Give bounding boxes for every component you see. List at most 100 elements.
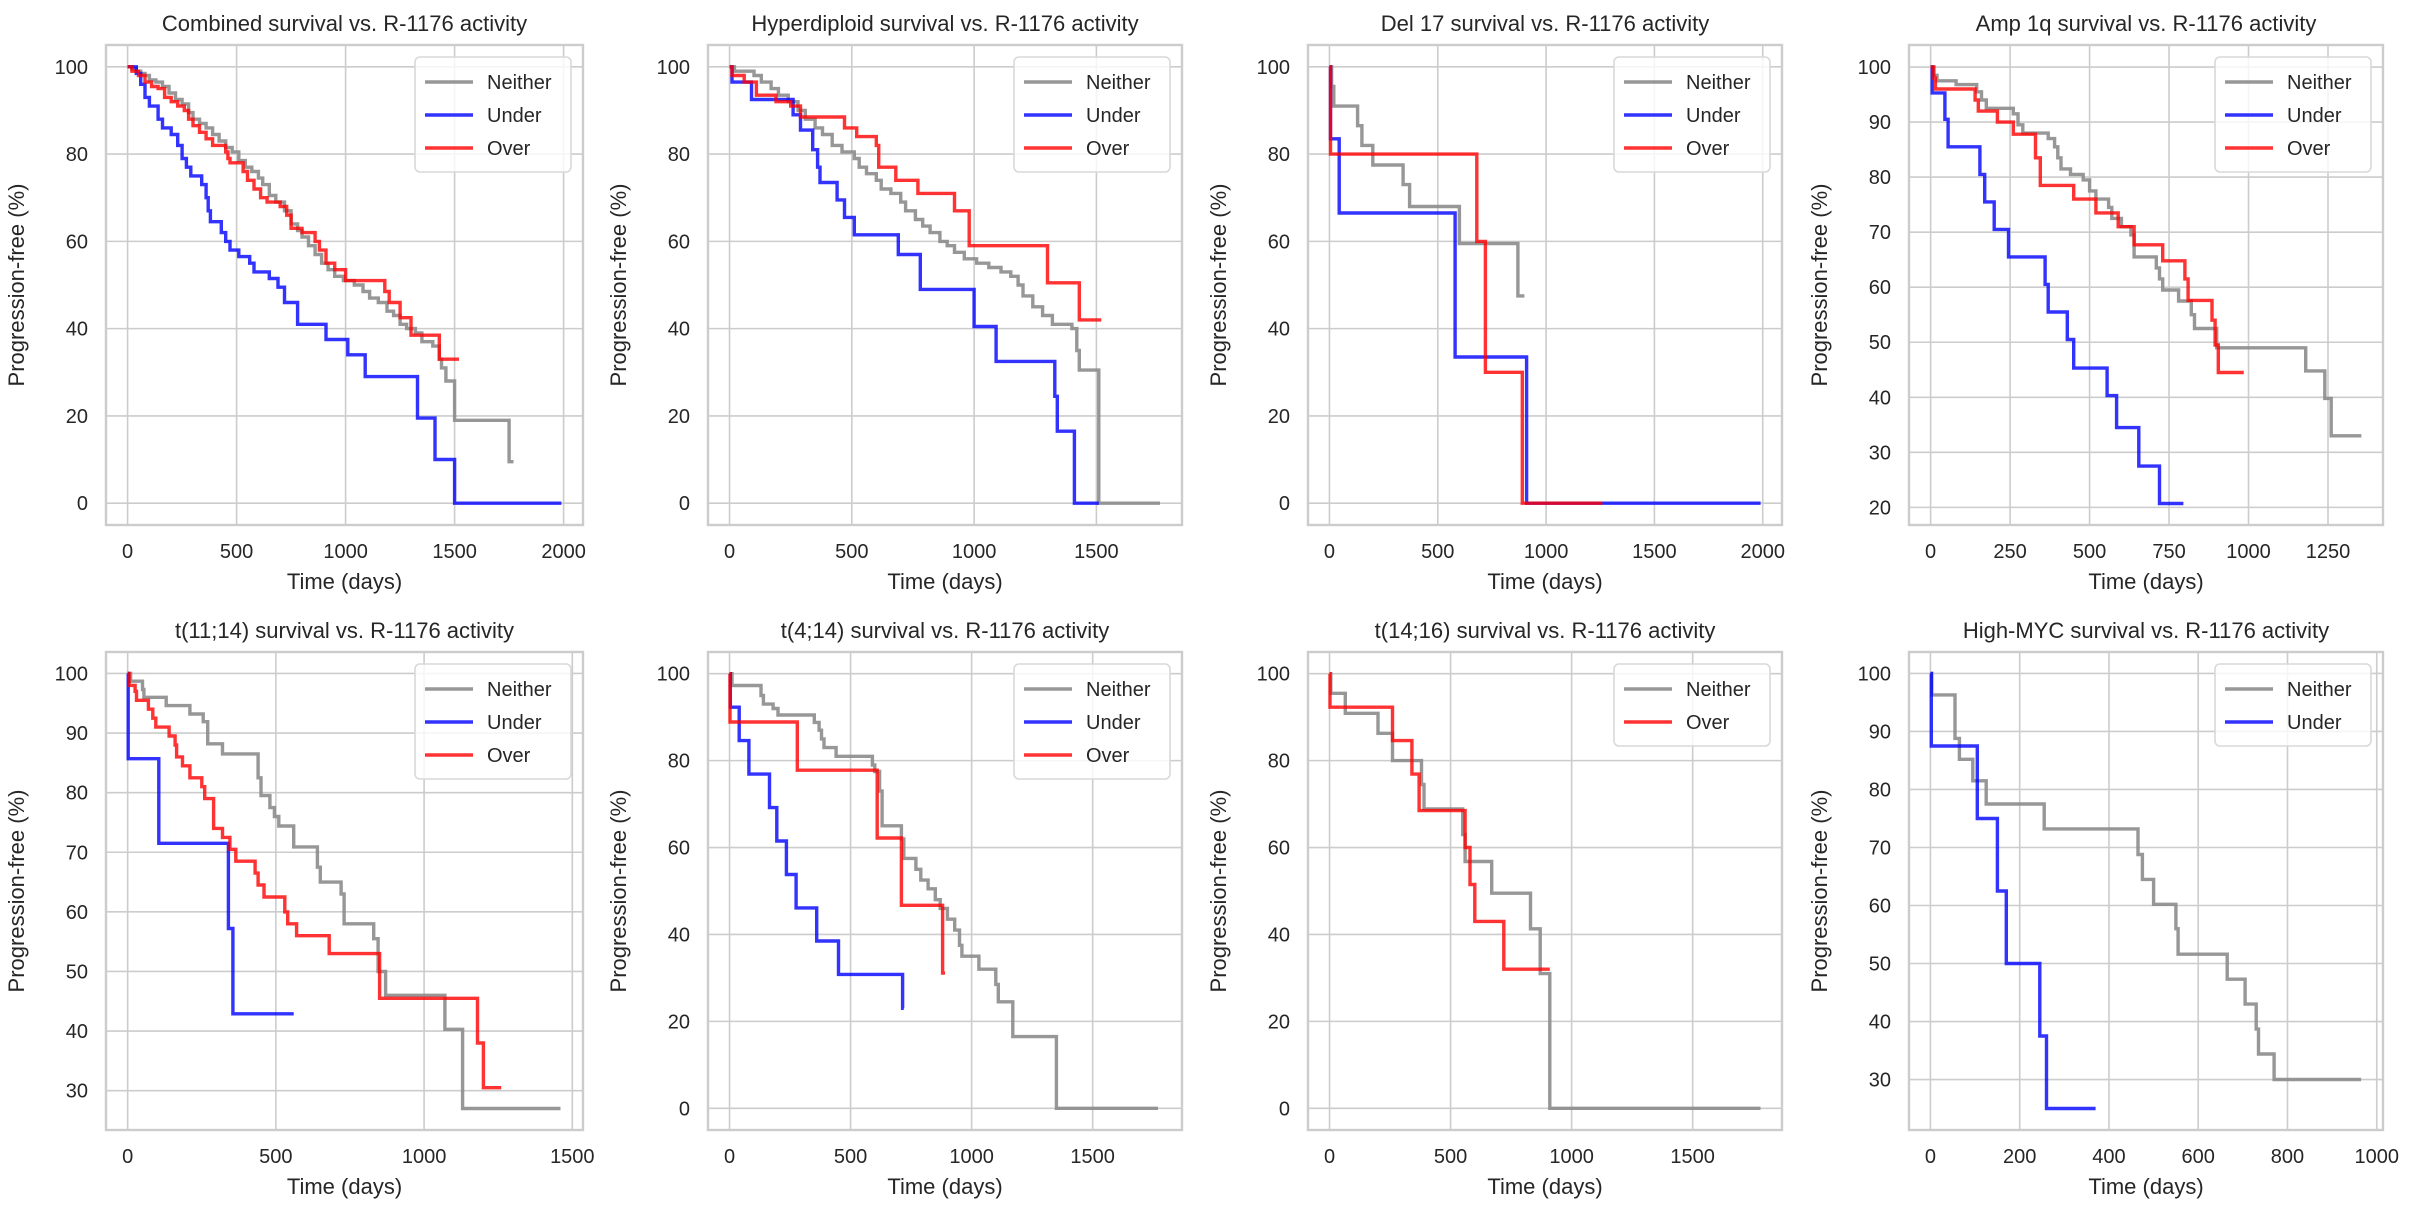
- legend-label-neither: Neither: [1686, 72, 1751, 94]
- y-tick-label: 0: [1279, 493, 1290, 515]
- y-tick-label: 30: [1869, 1070, 1891, 1092]
- y-tick-label: 90: [66, 723, 88, 745]
- x-tick-label: 0: [724, 1146, 735, 1168]
- km-panel-t-14-16: 0 500 1000 1500 0 20 40 60 80 100 Neither Over t(14;…: [1206, 618, 1784, 1199]
- chart-title: t(11;14) survival vs. R-1176 activity: [175, 618, 514, 643]
- legend-label-neither: Neither: [1686, 679, 1751, 701]
- x-tick-label: 0: [1925, 541, 1936, 563]
- x-tick-label: 1500: [432, 541, 477, 563]
- y-tick-label: 20: [1268, 406, 1290, 428]
- y-tick-label: 80: [1869, 167, 1891, 189]
- x-tick-label: 1500: [1632, 541, 1677, 563]
- x-tick-label: 500: [2073, 541, 2106, 563]
- series-line-under: [1929, 671, 2096, 1111]
- x-axis-label: Time (days): [1487, 1174, 1602, 1199]
- y-axis-label: Progression-free (%): [606, 184, 631, 387]
- x-tick-label: 1000: [2355, 1146, 2400, 1168]
- x-axis-label: Time (days): [887, 1174, 1002, 1199]
- series-line-over: [1930, 65, 2244, 375]
- y-tick-label: 100: [1257, 57, 1290, 79]
- x-tick-label: 1000: [949, 1146, 994, 1168]
- x-tick-label: 2000: [1740, 541, 1785, 563]
- y-tick-label: 70: [66, 842, 88, 864]
- chart-title: Combined survival vs. R-1176 activity: [162, 11, 527, 36]
- km-panel-del-17: 0 500 1000 1500 2000 0 20 40 60 80 100 Neither Under…: [1206, 11, 1785, 594]
- y-tick-label: 40: [668, 924, 690, 946]
- legend-label-over: Over: [2287, 138, 2331, 160]
- x-tick-label: 500: [1434, 1146, 1467, 1168]
- legend: Neither Under Over: [2214, 56, 2372, 173]
- y-tick-label: 70: [1869, 837, 1891, 859]
- series-line-under: [729, 65, 1099, 505]
- legend-label-over: Over: [1086, 745, 1130, 767]
- km-panel-t-4-14: 0 500 1000 1500 0 20 40 60 80 100 Neither Under Over…: [606, 618, 1184, 1199]
- legend-box: [2214, 56, 2372, 173]
- legend: Neither Over: [1613, 663, 1771, 747]
- y-tick-label: 20: [1869, 497, 1891, 519]
- legend-label-under: Under: [2287, 712, 2342, 734]
- y-tick-label: 60: [66, 902, 88, 924]
- series-line-neither: [1930, 671, 2362, 1082]
- legend-label-under: Under: [1086, 105, 1141, 127]
- axes-frame: [1306, 43, 1784, 527]
- y-axis-label: Progression-free (%): [1206, 790, 1231, 993]
- axes-frame: [104, 43, 585, 527]
- x-axis-label: Time (days): [287, 569, 402, 594]
- y-tick-label: 30: [1869, 442, 1891, 464]
- y-tick-label: 20: [668, 1011, 690, 1033]
- km-panel-t-11-14: 0 500 1000 1500 30 40 50 60 70 80 90 100 Neither Unde…: [4, 618, 595, 1199]
- y-tick-label: 40: [1869, 387, 1891, 409]
- y-tick-label: 60: [66, 231, 88, 253]
- x-axis-label: Time (days): [2088, 1174, 2203, 1199]
- y-tick-label: 20: [1268, 1011, 1290, 1033]
- x-tick-label: 500: [220, 541, 253, 563]
- y-tick-label: 100: [657, 57, 690, 79]
- legend-label-under: Under: [1686, 105, 1741, 127]
- y-tick-label: 0: [679, 493, 690, 515]
- y-tick-label: 100: [55, 663, 88, 685]
- legend-label-over: Over: [1686, 712, 1730, 734]
- x-tick-label: 2000: [541, 541, 586, 563]
- x-tick-label: 250: [1993, 541, 2026, 563]
- x-tick-label: 1000: [1524, 541, 1569, 563]
- y-tick-label: 50: [1869, 954, 1891, 976]
- y-tick-label: 100: [1858, 57, 1891, 79]
- y-axis-label: Progression-free (%): [606, 790, 631, 993]
- y-tick-label: 40: [1268, 319, 1290, 341]
- legend-label-over: Over: [1086, 138, 1130, 160]
- x-tick-label: 200: [2003, 1146, 2036, 1168]
- x-tick-label: 0: [724, 541, 735, 563]
- y-tick-label: 100: [1257, 664, 1290, 686]
- km-panel-combined: 0 500 1000 1500 2000 0 20 40 60 80 100 Neither Under…: [4, 11, 586, 594]
- x-tick-label: 1000: [402, 1146, 447, 1168]
- chart-title: High-MYC survival vs. R-1176 activity: [1963, 618, 2329, 643]
- y-tick-label: 60: [1869, 896, 1891, 918]
- y-tick-label: 40: [1869, 1012, 1891, 1034]
- series-line-over: [127, 65, 459, 361]
- legend-label-under: Under: [2287, 105, 2342, 127]
- legend-box: [2214, 663, 2372, 747]
- y-axis-label: Progression-free (%): [1807, 790, 1832, 993]
- series-line-under: [1930, 65, 2184, 506]
- y-tick-label: 0: [1279, 1098, 1290, 1120]
- km-panel-amp-1q: 0 250 500 750 1000 1250 20 30 40 50 60 70 80 90 100 Nei…: [1807, 11, 2385, 594]
- chart-title: t(4;14) survival vs. R-1176 activity: [781, 618, 1109, 643]
- chart-title: Amp 1q survival vs. R-1176 activity: [1976, 11, 2317, 36]
- chart-title: Hyperdiploid survival vs. R-1176 activit…: [751, 11, 1138, 36]
- legend-label-neither: Neither: [1086, 72, 1151, 94]
- legend-label-over: Over: [487, 138, 531, 160]
- x-tick-label: 1500: [1074, 541, 1119, 563]
- y-tick-label: 20: [66, 406, 88, 428]
- legend: Neither Under Over: [414, 56, 572, 173]
- y-tick-label: 60: [1268, 231, 1290, 253]
- legend: Neither Under Over: [1613, 56, 1771, 173]
- x-axis-label: Time (days): [287, 1174, 402, 1199]
- legend-label-neither: Neither: [2287, 72, 2352, 94]
- series-line-over: [1328, 672, 1550, 971]
- y-tick-label: 60: [1869, 277, 1891, 299]
- series-line-over: [127, 671, 502, 1090]
- x-axis-label: Time (days): [1487, 569, 1602, 594]
- x-tick-label: 0: [1925, 1146, 1936, 1168]
- x-tick-label: 750: [2152, 541, 2185, 563]
- series-line-over: [728, 672, 945, 975]
